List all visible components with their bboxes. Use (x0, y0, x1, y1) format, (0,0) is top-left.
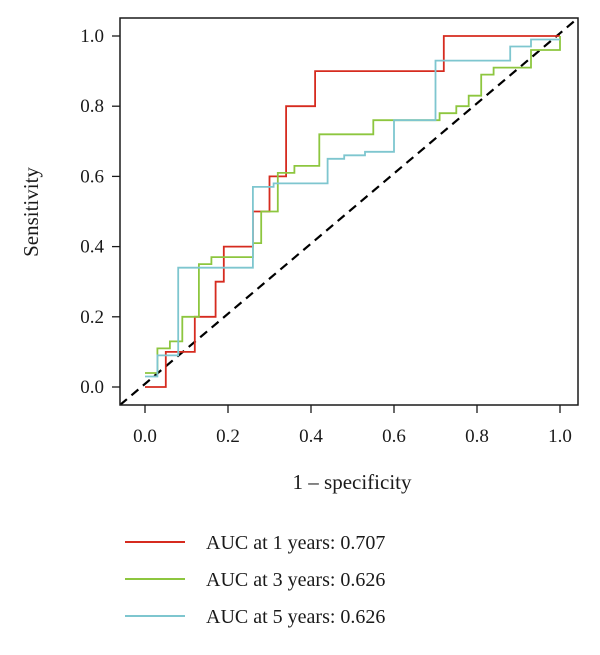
x-tick-label: 1.0 (548, 426, 572, 447)
series-line-2 (145, 36, 561, 374)
x-tick-label: 0.8 (465, 426, 489, 447)
y-tick-label: 0.8 (80, 96, 104, 117)
legend-label-2: AUC at 3 years: 0.626 (206, 569, 385, 591)
x-tick-label: 0.4 (299, 426, 323, 447)
reference-diagonal-line (120, 18, 578, 405)
y-tick-label: 1.0 (80, 26, 104, 47)
y-axis-title: Sensitivity (19, 167, 43, 257)
x-tick-label: 0.2 (216, 426, 240, 447)
legend-label-3: AUC at 5 years: 0.626 (206, 606, 385, 628)
x-tick-label: 0.0 (133, 426, 157, 447)
series-line-1 (145, 35, 560, 388)
y-tick-label: 0.2 (80, 307, 104, 328)
legend-label-1: AUC at 1 years: 0.707 (206, 532, 385, 554)
y-tick-label: 0.6 (80, 166, 104, 187)
x-tick-label: 0.6 (382, 426, 406, 447)
plot-contents (120, 18, 578, 405)
y-tick-label: 0.4 (80, 237, 104, 258)
legend: AUC at 1 years: 0.707 AUC at 3 years: 0.6… (125, 532, 385, 628)
series-line-3 (145, 38, 560, 378)
y-tick-label: 0.0 (80, 377, 104, 398)
x-axis-title: 1 – specificity (293, 470, 412, 494)
plot-area (120, 18, 578, 405)
axes: 0.0 0.2 0.4 0.6 0.8 1.0 0.0 0.2 0.4 0.6 0.8 1.0 (80, 17, 579, 447)
plot-frame (119, 17, 579, 406)
